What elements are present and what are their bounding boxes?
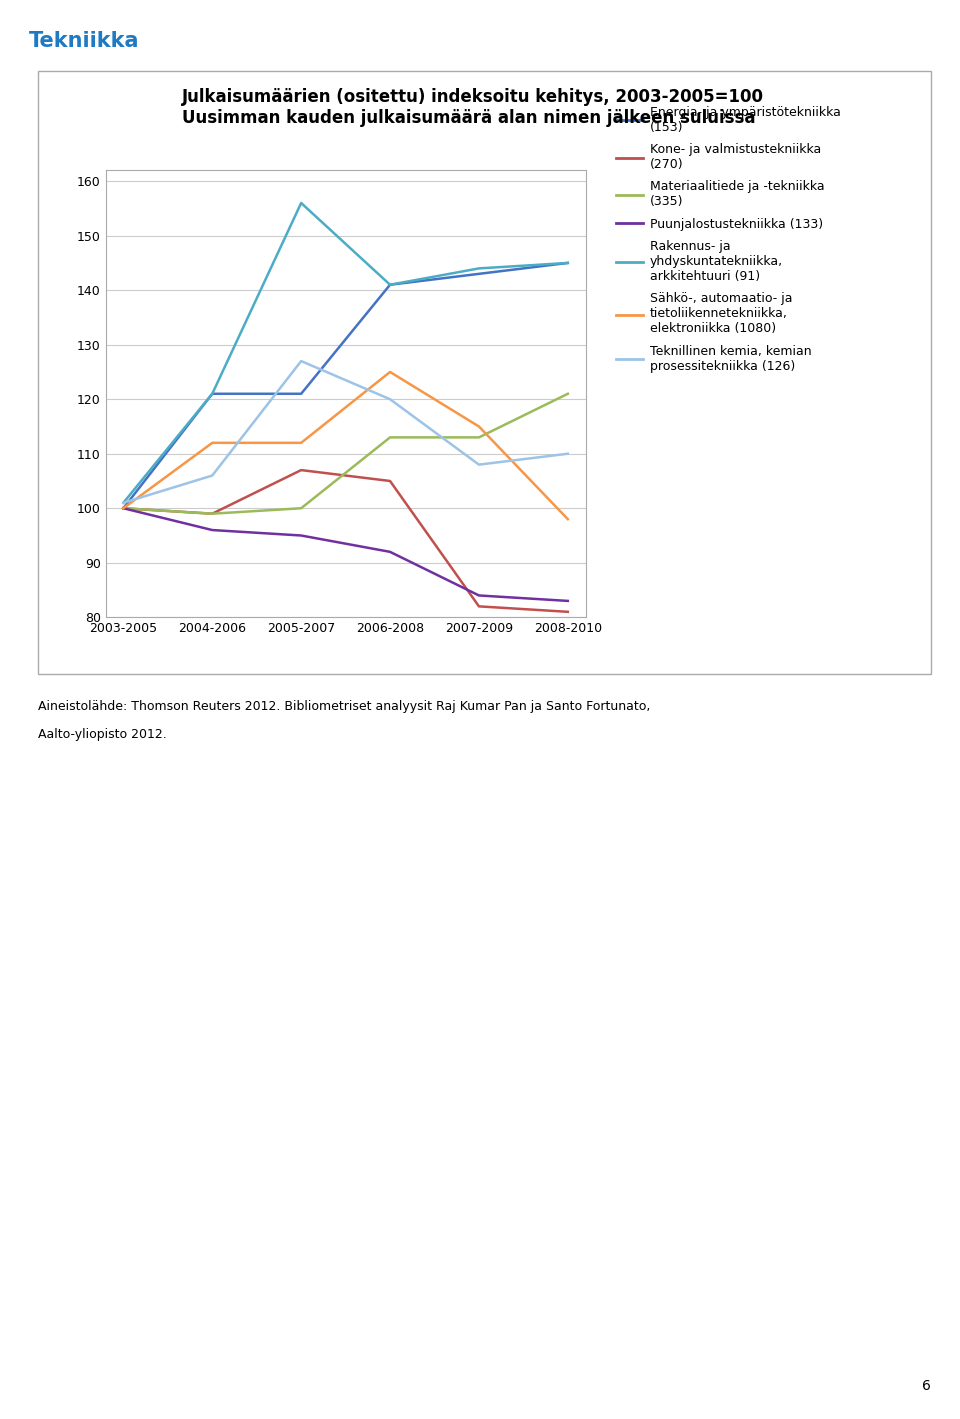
Text: Julkaisumäärien (ositettu) indeksoitu kehitys, 2003-2005=100
Uusimman kauden jul: Julkaisumäärien (ositettu) indeksoitu ke… <box>182 88 764 126</box>
Text: Aineistolähde: Thomson Reuters 2012. Bibliometriset analyysit Raj Kumar Pan ja S: Aineistolähde: Thomson Reuters 2012. Bib… <box>38 700 651 712</box>
Text: Tekniikka: Tekniikka <box>29 31 139 51</box>
Legend: Energia- ja ympäristötekniikka
(153), Kone- ja valmistustekniikka
(270), Materia: Energia- ja ympäristötekniikka (153), Ko… <box>616 105 840 373</box>
Text: Aalto-yliopisto 2012.: Aalto-yliopisto 2012. <box>38 728 167 741</box>
Text: 6: 6 <box>923 1379 931 1393</box>
